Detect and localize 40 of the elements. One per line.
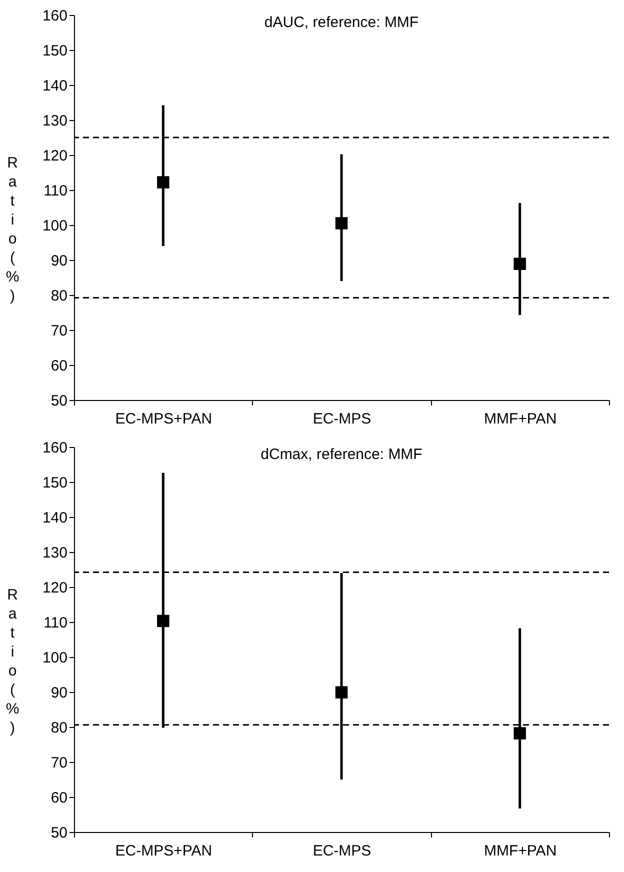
y-tick-label: 50 — [50, 392, 68, 410]
y-tick-label: 110 — [44, 182, 68, 200]
y-tick-label: 70 — [50, 754, 68, 772]
y-tick-label: 160 — [42, 8, 68, 24]
y-tick-label: 140 — [42, 78, 68, 94]
y-tick-label: 130 — [42, 544, 68, 562]
point — [514, 727, 526, 740]
y-tick-label: 60 — [50, 358, 68, 374]
y-tick-label: 160 — [42, 440, 68, 456]
y-tick-label: 120 — [42, 580, 68, 596]
y-tick-label: 90 — [50, 252, 68, 270]
y-tick-label: 80 — [50, 288, 68, 304]
y-tick-label: 90 — [50, 684, 68, 702]
chart-title: dCmax, reference: MMF — [260, 446, 422, 463]
y-tick-label: 100 — [42, 218, 68, 234]
point — [514, 258, 526, 270]
x-tick-label: MMF+PAN — [484, 842, 557, 860]
y-tick-label: 70 — [50, 322, 68, 340]
y-tick-label: 150 — [42, 474, 68, 492]
x-tick-label: MMF+PAN — [484, 410, 557, 428]
x-tick-label: EC-MPS+PAN — [115, 410, 212, 428]
y-tick-label: 50 — [50, 824, 68, 842]
point — [157, 614, 170, 628]
point — [335, 217, 348, 230]
point — [335, 686, 348, 698]
y-tick-label: 100 — [42, 650, 68, 666]
y-axis-title: Ratio (%) — [6, 586, 20, 736]
y-tick-label: 130 — [42, 112, 68, 130]
x-tick-label: EC-MPS+PAN — [115, 842, 212, 860]
x-tick-label: EC-MPS — [312, 842, 372, 860]
y-tick-label: 110 — [44, 614, 68, 632]
y-tick-label: 60 — [50, 790, 68, 806]
y-tick-label: 140 — [42, 510, 68, 526]
y-tick-label: 150 — [42, 42, 68, 60]
y-tick-label: 120 — [42, 148, 68, 164]
y-axis-title: Ratio (%) — [6, 154, 20, 304]
y-tick-label: 80 — [50, 720, 68, 736]
point — [157, 176, 170, 188]
chart-title: dAUC, reference: MMF — [264, 14, 419, 31]
x-tick-label: EC-MPS — [312, 410, 372, 428]
